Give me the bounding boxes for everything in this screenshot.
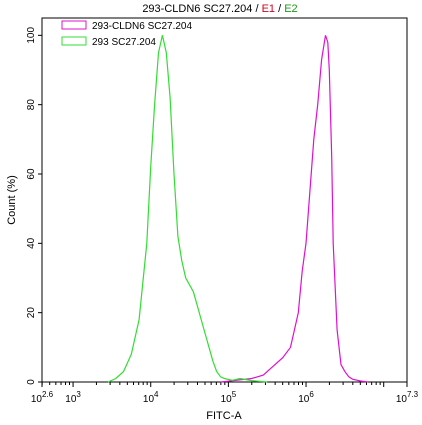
series-layer xyxy=(107,35,369,383)
title-main: 293-CLDN6 SC27.204 xyxy=(142,3,252,15)
legend-swatch-293 xyxy=(61,36,87,46)
chart-title: 293-CLDN6 SC27.204 / E1 / E2 xyxy=(142,3,297,15)
x-tick-exponent: 7.3 xyxy=(407,390,419,399)
x-tick-label: 103 xyxy=(65,390,81,405)
series-line-1 xyxy=(107,35,268,383)
x-axis-label: FITC-A xyxy=(206,410,242,422)
plot-frame xyxy=(41,17,408,383)
y-tick-label: 60 xyxy=(26,168,37,180)
x-tick-label: 104 xyxy=(143,390,159,405)
y-tick-label: 80 xyxy=(26,99,37,111)
y-tick-label: 20 xyxy=(26,307,37,319)
x-tick-label: 102.6 xyxy=(31,390,54,405)
title-gate-e2: E2 xyxy=(284,3,297,15)
legend-swatch-cldn6 xyxy=(61,20,87,30)
legend-label-cldn6: 293-CLDN6 SC27.204 xyxy=(92,21,192,32)
x-tick-exponent: 6 xyxy=(309,390,314,399)
legend: 293-CLDN6 SC27.204 293 SC27.204 xyxy=(61,20,192,48)
x-tick-base: 10 xyxy=(221,394,233,405)
y-tick-label: 100 xyxy=(26,27,37,44)
x-tick-label: 106 xyxy=(298,390,314,405)
y-axis-label: Count (%) xyxy=(6,175,18,225)
x-tick-base: 10 xyxy=(396,394,408,405)
x-axis-ticks: 102.6 103 104 105 106 107.3 xyxy=(31,382,419,405)
x-tick-base: 10 xyxy=(298,394,310,405)
title-gate-e1: E1 xyxy=(262,3,275,15)
title-sep-1: / xyxy=(252,3,261,15)
legend-label-293: 293 SC27.204 xyxy=(92,37,156,48)
title-sep-2: / xyxy=(275,3,284,15)
y-axis-ticks: 0 20 40 60 80 100 xyxy=(26,27,42,385)
x-tick-exponent: 5 xyxy=(232,390,237,399)
y-tick-label: 40 xyxy=(26,237,37,249)
x-tick-base: 10 xyxy=(31,394,43,405)
x-tick-label: 105 xyxy=(221,390,237,405)
x-tick-base: 10 xyxy=(65,394,77,405)
x-tick-exponent: 3 xyxy=(76,390,81,399)
series-line-0 xyxy=(220,35,369,383)
x-tick-exponent: 4 xyxy=(154,390,159,399)
x-tick-exponent: 2.6 xyxy=(42,390,54,399)
x-tick-label: 107.3 xyxy=(396,390,419,405)
x-tick-base: 10 xyxy=(143,394,155,405)
y-tick-label: 0 xyxy=(26,379,37,385)
